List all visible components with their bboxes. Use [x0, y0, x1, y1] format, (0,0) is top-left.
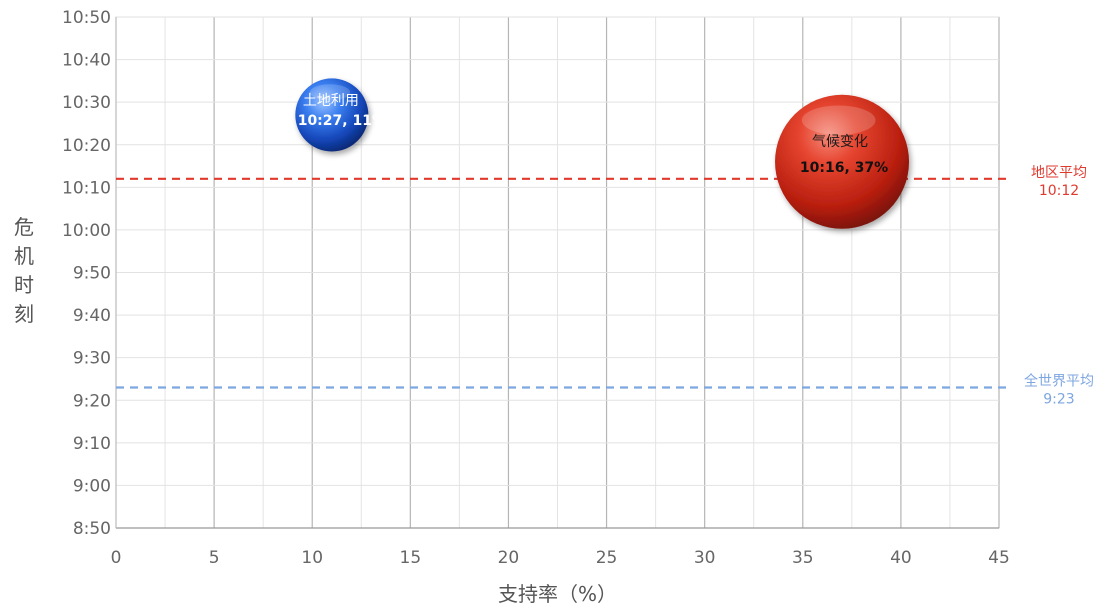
reference-line-label: 地区平均 — [1031, 165, 1087, 181]
reference-line-label: 全世界平均 — [1024, 372, 1094, 389]
y-tick-label: 9:20 — [73, 391, 111, 411]
y-axis-title-char: 刻 — [14, 302, 34, 326]
x-tick-label: 35 — [792, 548, 814, 568]
y-tick-label: 9:30 — [73, 349, 111, 369]
y-tick-label: 8:50 — [73, 519, 111, 539]
y-tick-label: 10:00 — [62, 221, 111, 241]
x-tick-label: 5 — [209, 548, 220, 568]
y-tick-label: 10:40 — [62, 51, 111, 71]
bubble-highlight — [801, 105, 876, 135]
x-tick-label: 0 — [111, 548, 122, 568]
x-tick-label: 45 — [988, 548, 1010, 568]
x-tick-label: 10 — [301, 548, 323, 568]
x-tick-label: 40 — [890, 548, 912, 568]
y-tick-label: 9:40 — [73, 306, 111, 326]
y-tick-label: 9:50 — [73, 264, 111, 284]
y-axis-title-char: 危 — [14, 215, 34, 239]
bubble-highlight — [309, 84, 351, 101]
bubble-value-label: 10:27, 11% — [298, 113, 386, 129]
reference-line-value: 9:23 — [1043, 391, 1074, 407]
x-tick-label: 20 — [498, 548, 520, 568]
x-axis-title: 支持率（%） — [498, 582, 617, 606]
bubble-land-use: 土地利用 10:27, 11% — [295, 78, 386, 152]
y-axis-title-char: 机 — [14, 244, 34, 268]
bubble-mark — [775, 94, 910, 229]
bubble-value-label: 10:16, 37% — [800, 160, 888, 176]
x-tick-label: 15 — [400, 548, 422, 568]
bubble-mark — [295, 78, 369, 152]
y-tick-label: 10:30 — [62, 93, 111, 113]
reference-line-value: 10:12 — [1039, 183, 1079, 199]
y-tick-label: 9:00 — [73, 476, 111, 496]
x-tick-label: 25 — [596, 548, 618, 568]
bubble-name-label: 气候变化 — [812, 134, 868, 150]
y-axis-title-char: 时 — [14, 273, 34, 297]
x-tick-label: 30 — [694, 548, 716, 568]
bubble-name-label: 土地利用 — [303, 93, 359, 109]
y-tick-label: 10:10 — [62, 178, 111, 198]
y-tick-label: 10:50 — [62, 8, 111, 28]
y-tick-label: 9:10 — [73, 434, 111, 454]
y-tick-label: 10:20 — [62, 136, 111, 156]
bubble-climate-change: 气候变化 10:16, 37% — [775, 94, 910, 229]
